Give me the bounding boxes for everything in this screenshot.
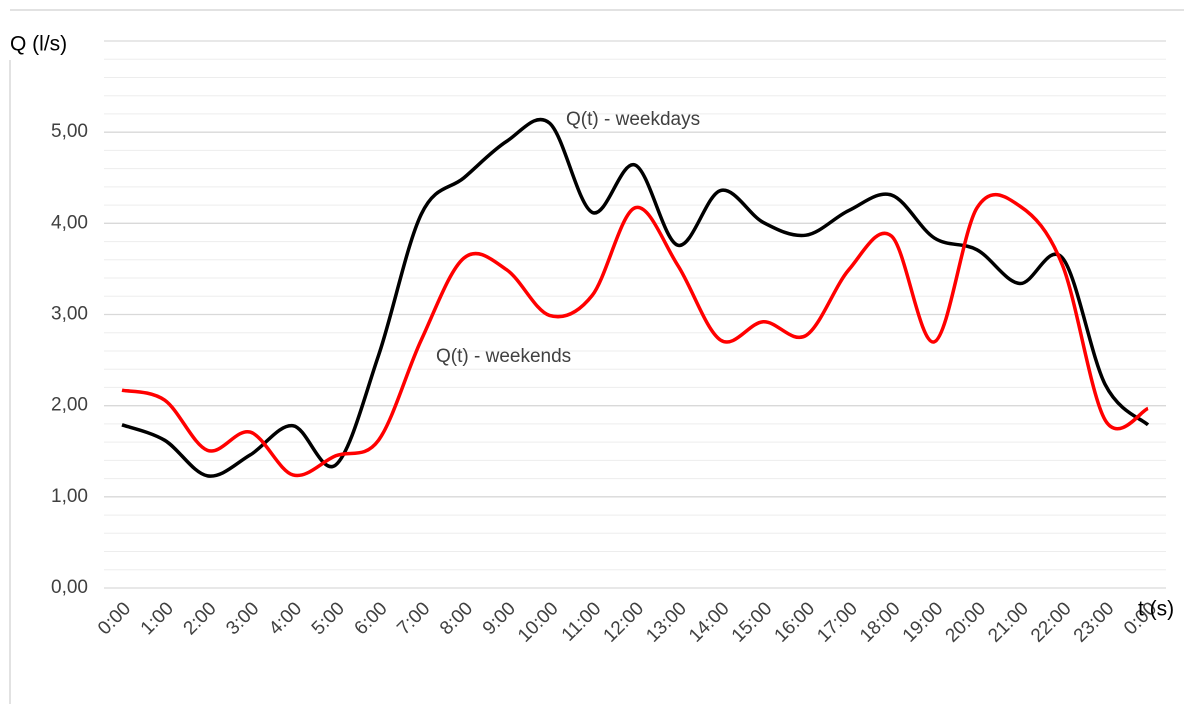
series-line — [121, 117, 1150, 478]
y-tick-label: 2,00 — [51, 395, 88, 416]
x-tick-label: 18:00 — [856, 598, 904, 646]
x-tick-label: 0:00 — [94, 598, 135, 639]
x-tick-label: 13:00 — [642, 598, 690, 646]
x-tick-label: 16:00 — [771, 598, 819, 646]
x-tick-label: 11:00 — [558, 598, 605, 645]
y-tick-label: 0,00 — [51, 577, 88, 598]
series-annotation: Q(t) - weekdays — [566, 109, 700, 130]
x-tick-label: 1:00 — [137, 598, 178, 639]
y-tick-label: 5,00 — [51, 121, 88, 142]
x-tick-label: 8:00 — [436, 598, 477, 639]
plot — [121, 117, 1150, 478]
x-tick-label: 20:00 — [942, 598, 990, 646]
x-tick-label: 2:00 — [180, 598, 221, 639]
y-axis-label: Q (l/s) — [10, 33, 67, 56]
series-annotation: Q(t) - weekends — [436, 346, 571, 367]
x-axis-label: t (s) — [1138, 598, 1174, 621]
x-tick-label: 19:00 — [899, 598, 947, 646]
x-tick-label: 5:00 — [308, 598, 349, 639]
x-tick-label: 15:00 — [728, 598, 776, 646]
grid: 0,00 1,00 2,00 3,00 4,00 5,00 0:00 1:00 2:00 3:00… — [51, 40, 1166, 647]
x-tick-label: 12:00 — [600, 598, 648, 646]
x-tick-label: 23:00 — [1070, 598, 1118, 646]
y-tick-label: 3,00 — [51, 304, 88, 325]
x-tick-label: 9:00 — [479, 598, 520, 639]
x-tick-label: 6:00 — [351, 598, 392, 639]
x-tick-label: 21:00 — [984, 598, 1032, 646]
x-tick-label: 4:00 — [265, 598, 306, 639]
y-tick-label: 4,00 — [51, 212, 88, 233]
x-tick-label: 14:00 — [685, 598, 733, 646]
x-tick-label: 22:00 — [1027, 598, 1075, 646]
y-tick-label: 1,00 — [51, 486, 88, 507]
x-tick-label: 3:00 — [222, 598, 263, 639]
x-tick-label: 17:00 — [813, 598, 861, 646]
series-line — [121, 193, 1149, 478]
x-tick-label: 7:00 — [393, 598, 434, 639]
x-tick-label: 10:00 — [514, 598, 562, 646]
